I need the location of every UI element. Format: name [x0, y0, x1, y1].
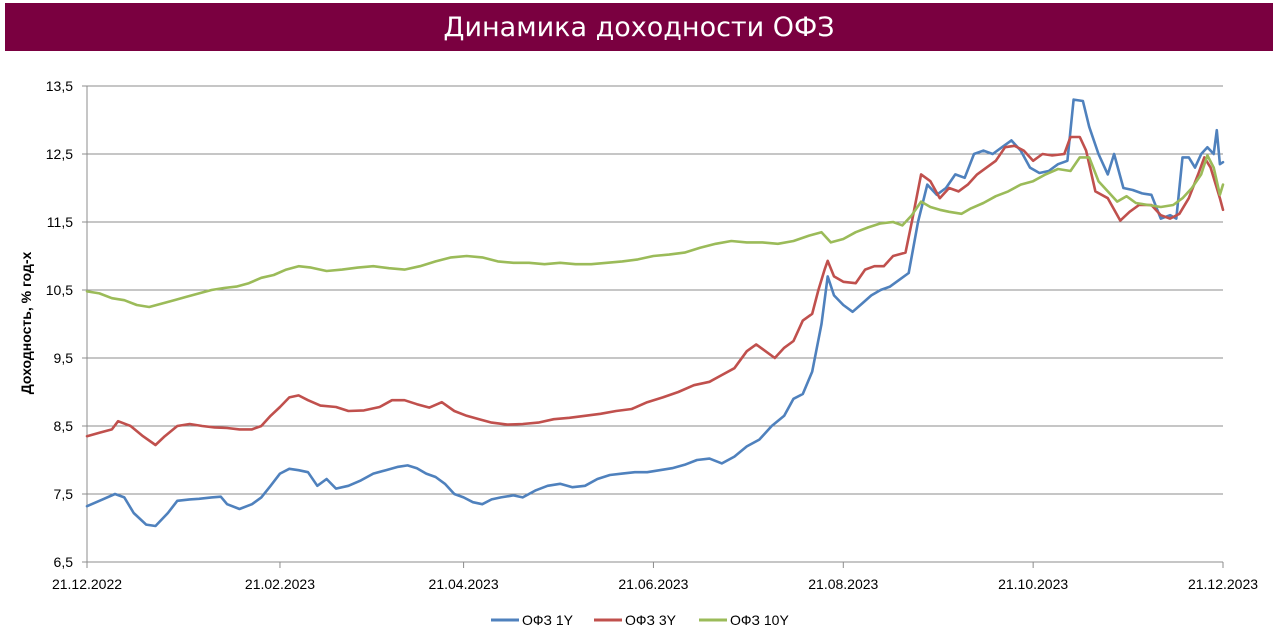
- series-line: [85, 98, 1225, 528]
- y-tick-label: 12,5: [46, 146, 73, 162]
- x-tick-label: 21.12.2023: [1188, 576, 1258, 592]
- x-tick-label: 21.06.2023: [618, 576, 688, 592]
- grid-lines: [87, 85, 1223, 563]
- legend: ОФЗ 1Y ОФЗ 3Y ОФЗ 10Y: [491, 612, 789, 628]
- legend-label: ОФЗ 3Y: [625, 612, 677, 628]
- x-tick-label: 21.10.2023: [998, 576, 1068, 592]
- chart-title-bar: Динамика доходности ОФЗ: [5, 3, 1273, 51]
- axes: 6,5 7,5 8,5 9,5 10,5 11,5 12,5 13,5 21.12.2022 21…: [46, 78, 1258, 592]
- chart-title: Динамика доходности ОФЗ: [443, 11, 835, 43]
- series-line: [85, 135, 1225, 447]
- y-tick-label: 8,5: [54, 418, 74, 434]
- y-tick-label: 10,5: [46, 282, 73, 298]
- legend-label: ОФЗ 1Y: [522, 612, 574, 628]
- x-tick-label: 21.12.2022: [52, 576, 122, 592]
- y-tick-label: 11,5: [47, 214, 73, 230]
- x-tick-label: 21.08.2023: [808, 576, 878, 592]
- x-tick-label: 21.02.2023: [245, 576, 315, 592]
- legend-label: ОФЗ 10Y: [730, 612, 789, 628]
- x-tick-label: 21.04.2023: [429, 576, 499, 592]
- series-lines: [85, 98, 1225, 528]
- y-tick-label: 7,5: [54, 486, 74, 502]
- y-tick-label: 6,5: [54, 554, 74, 570]
- y-tick-label: 13,5: [46, 78, 73, 94]
- y-tick-label: 9,5: [54, 350, 74, 366]
- series-line: [85, 154, 1225, 309]
- y-axis-label: Доходность, % год-х: [18, 251, 34, 394]
